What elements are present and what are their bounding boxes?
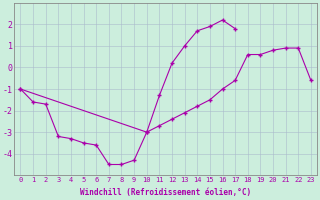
X-axis label: Windchill (Refroidissement éolien,°C): Windchill (Refroidissement éolien,°C) bbox=[80, 188, 251, 197]
